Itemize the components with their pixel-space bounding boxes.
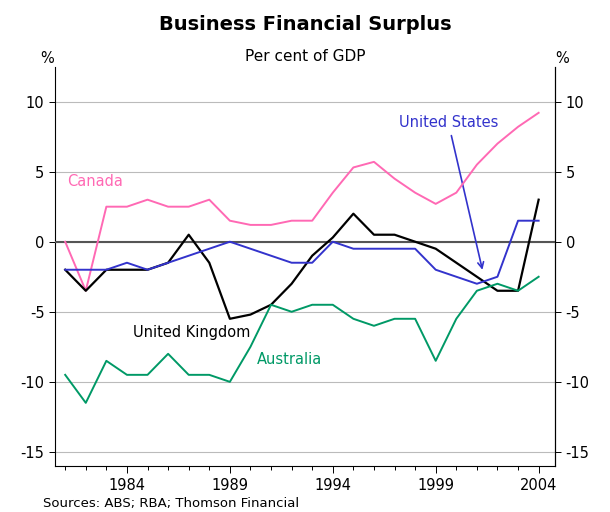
- Text: Per cent of GDP: Per cent of GDP: [245, 49, 365, 63]
- Text: %: %: [41, 51, 54, 66]
- Text: Sources: ABS; RBA; Thomson Financial: Sources: ABS; RBA; Thomson Financial: [43, 497, 299, 510]
- Text: United States: United States: [399, 115, 498, 268]
- Text: United Kingdom: United Kingdom: [133, 325, 251, 340]
- Text: %: %: [556, 51, 569, 66]
- Text: Business Financial Surplus: Business Financial Surplus: [159, 15, 451, 34]
- Text: Canada: Canada: [67, 174, 123, 188]
- Text: Australia: Australia: [257, 352, 322, 367]
